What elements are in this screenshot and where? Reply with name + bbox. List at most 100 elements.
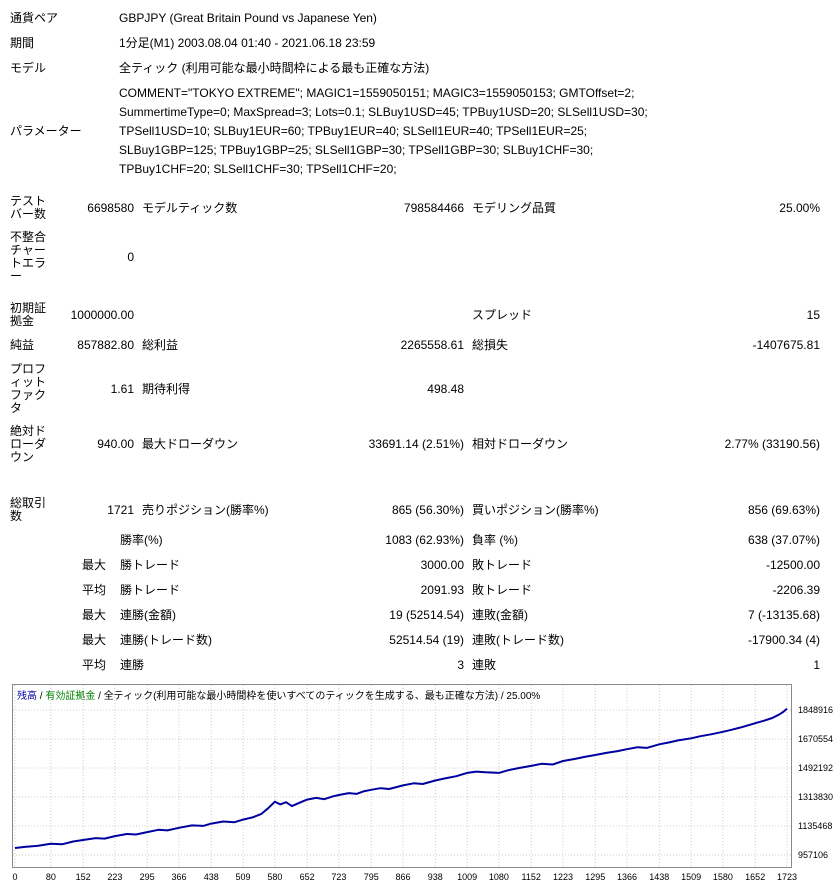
x-tick-label: 795 xyxy=(363,872,379,882)
x-tick-label: 1223 xyxy=(552,872,573,882)
stat-label: 連敗(金額) xyxy=(472,608,528,622)
x-tick-label: 1009 xyxy=(457,872,478,882)
chart-y-axis: 1848916 1670554 1492192 1313830 1135468 95710… xyxy=(798,684,833,868)
y-tick-label: 1670554 xyxy=(798,734,833,745)
legend-separator: / xyxy=(95,691,104,702)
x-tick-label: 1295 xyxy=(585,872,606,882)
balance-chart: 残高 / 有効証拠金 / 全ティック(利用可能な最小時間枠を使いすべてのティック… xyxy=(12,684,833,886)
balance-curve-svg xyxy=(13,685,791,867)
stat-label: スプレッド xyxy=(472,307,533,322)
legend-separator: / xyxy=(37,691,46,702)
stat-row-label xyxy=(8,603,56,628)
stat-value: 3000.00 xyxy=(420,558,464,572)
stat-row-label xyxy=(8,578,56,603)
x-tick-label: 938 xyxy=(427,872,443,882)
stat-label xyxy=(466,358,666,420)
header-row: 期間 1分足(M1) 2003.08.04 01:40 - 2021.06.18 … xyxy=(8,31,822,56)
chart-legend: 残高 / 有効証拠金 / 全ティック(利用可能な最小時間枠を使いすべてのティック… xyxy=(17,687,540,702)
stat-prefix: 最大 xyxy=(82,558,107,572)
stat-label: 連敗 xyxy=(472,658,497,672)
x-tick-label: 223 xyxy=(107,872,123,882)
stat-value: 19 (52514.54) xyxy=(389,608,464,622)
header-row: 通貨ペア GBPJPY (Great Britain Pound vs Japan… xyxy=(8,6,822,31)
stat-value xyxy=(316,226,466,288)
stat-row-label: 絶対ドローダウン xyxy=(10,424,47,464)
x-tick-label: 1580 xyxy=(712,872,733,882)
x-tick-label: 1152 xyxy=(521,872,541,882)
stats-row: 最大 連勝(トレード数) 52514.54 (19) 連敗(トレード数) -17900.… xyxy=(8,628,822,653)
stat-label: 敗トレード xyxy=(472,558,533,572)
x-tick-label: 366 xyxy=(171,872,187,882)
stat-label: 総損失 xyxy=(472,338,509,352)
stat-value: 1721 xyxy=(107,502,134,517)
x-tick-label: 1652 xyxy=(745,872,766,882)
report-header-table: 通貨ペア GBPJPY (Great Britain Pound vs Japan… xyxy=(8,6,822,182)
x-tick-label: 1366 xyxy=(617,872,638,882)
stat-value: 798584466 xyxy=(403,200,464,215)
stat-label: 連勝(金額) xyxy=(120,608,176,622)
stat-value: 1.61 xyxy=(110,381,134,396)
stats-row: 総取引数 1721 売りポジション(勝率%) 865 (56.30%) 買いポジション(… xyxy=(8,469,822,528)
report-header-body: 通貨ペア GBPJPY (Great Britain Pound vs Japan… xyxy=(8,6,822,182)
stat-value: 865 (56.30%) xyxy=(391,502,464,517)
header-label: 通貨ペア xyxy=(10,11,59,25)
header-value: GBPJPY (Great Britain Pound vs Japanese … xyxy=(119,11,377,25)
stat-row-label: 純益 xyxy=(10,338,35,352)
stat-value: 6698580 xyxy=(87,200,134,215)
stat-row-label: テストバー数 xyxy=(10,194,47,221)
stats-row: 平均 連勝 3 連敗 1 xyxy=(8,653,822,678)
stat-label: モデリング品質 xyxy=(472,200,557,215)
y-tick-label: 1848916 xyxy=(798,705,833,716)
stat-row-label xyxy=(8,653,56,678)
stat-label: 連敗(トレード数) xyxy=(472,633,564,647)
x-tick-label: 152 xyxy=(75,872,91,882)
stat-value: 856 (69.63%) xyxy=(747,502,820,517)
y-tick-label: 957106 xyxy=(798,849,829,860)
chart-x-axis: 0 80 152 223 295 366 438 509 580 652 723 795 866 938 1… xyxy=(12,868,833,886)
header-row: モデル 全ティック (利用可能な最小時間枠による最も正確な方法) xyxy=(8,56,822,81)
stat-label: 勝トレード xyxy=(120,558,181,572)
stat-label: 売りポジション(勝率%) xyxy=(142,502,269,517)
stat-prefix: 最大 xyxy=(82,608,107,622)
stat-label: 連勝(トレード数) xyxy=(120,633,212,647)
header-label: 期間 xyxy=(10,36,35,50)
stat-value: 25.00% xyxy=(779,200,820,215)
stat-value: -1407675.81 xyxy=(752,338,820,352)
stat-row-label xyxy=(8,553,56,578)
y-tick-label: 1313830 xyxy=(798,791,833,802)
x-tick-label: 509 xyxy=(235,872,251,882)
stat-value: 33691.14 (2.51%) xyxy=(368,437,464,451)
stat-value: 940.00 xyxy=(97,437,134,451)
header-row: パラメーター COMMENT="TOKYO EXTREME"; MAGIC1=15… xyxy=(8,81,822,182)
x-tick-label: 80 xyxy=(45,872,56,882)
x-tick-label: 0 xyxy=(12,872,18,882)
stats-table-body: テストバー数 6698580 モデルティック数 798584466 モデリング品質 25.… xyxy=(8,190,822,678)
stat-value: 15 xyxy=(806,307,820,322)
legend-balance-label: 残高 xyxy=(17,691,37,702)
stat-prefix: 最大 xyxy=(82,633,107,647)
x-tick-label: 652 xyxy=(299,872,315,882)
stat-label xyxy=(136,226,316,288)
header-value: COMMENT="TOKYO EXTREME"; MAGIC1=15590501… xyxy=(119,86,648,176)
stat-value: 857882.80 xyxy=(77,338,134,352)
stats-row: 絶対ドローダウン 940.00 最大ドローダウン 33691.14 (2.51%) 相対… xyxy=(8,420,822,469)
stat-label: 総利益 xyxy=(142,338,179,352)
x-tick-label: 866 xyxy=(395,872,411,882)
stat-value: -2206.39 xyxy=(772,583,820,597)
stat-value: 2265558.61 xyxy=(400,338,464,352)
header-value: 全ティック (利用可能な最小時間枠による最も正確な方法) xyxy=(119,61,430,75)
stat-value: 2091.93 xyxy=(420,583,464,597)
x-tick-label: 723 xyxy=(331,872,347,882)
legend-quality-label: 25.00% xyxy=(506,691,541,702)
stats-row: プロフィットファクタ 1.61 期待利得 498.48 xyxy=(8,358,822,420)
stats-row: 最大 勝トレード 3000.00 敗トレード -12500.00 xyxy=(8,553,822,578)
stat-value: 52514.54 (19) xyxy=(389,633,464,647)
stat-value: 1 xyxy=(813,658,820,672)
stat-row-label: 不整合チャートエラー xyxy=(10,230,47,283)
x-tick-label: 1723 xyxy=(776,872,798,882)
stat-prefix: 平均 xyxy=(82,583,107,597)
header-label: パラメーター xyxy=(10,124,82,138)
stats-row: テストバー数 6698580 モデルティック数 798584466 モデリング品質 25.… xyxy=(8,190,822,226)
stat-label: 負率 (%) xyxy=(472,533,518,547)
y-tick-label: 1492192 xyxy=(798,763,833,773)
